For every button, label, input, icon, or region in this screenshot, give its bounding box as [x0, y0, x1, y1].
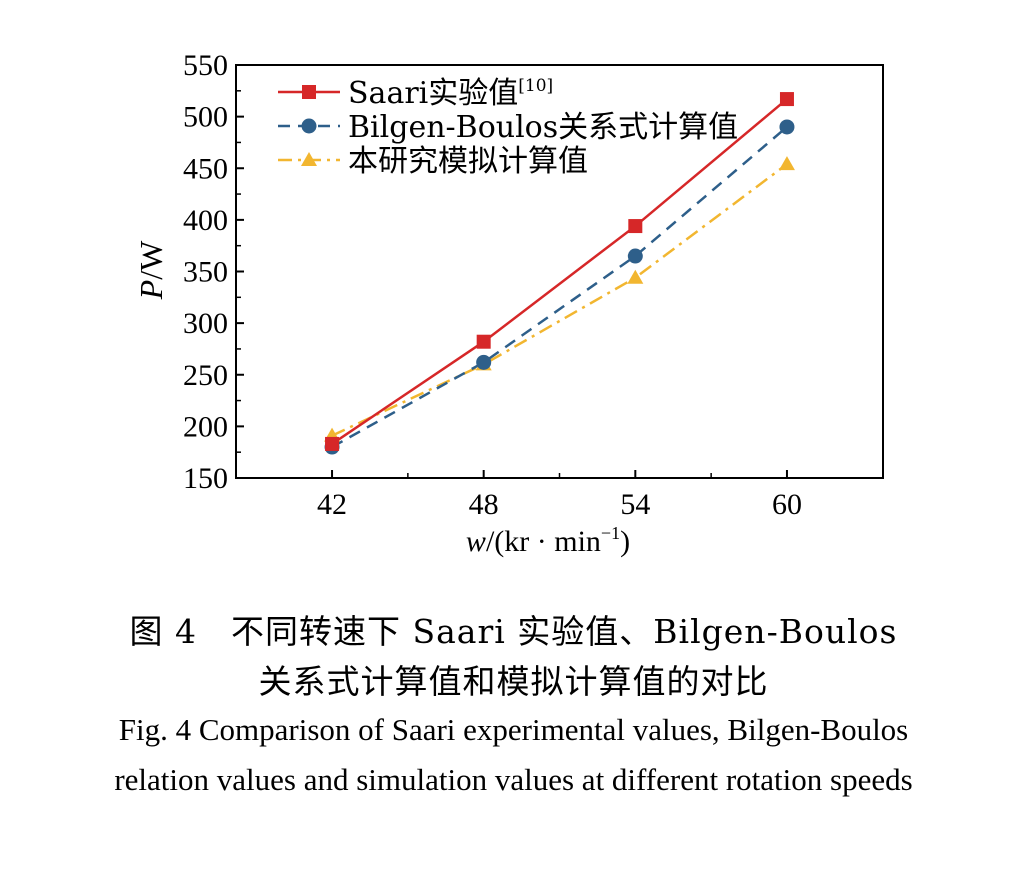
series-line	[331, 125, 788, 449]
series-line	[331, 98, 788, 445]
y-tick-label: 550	[183, 49, 228, 82]
y-tick-label: 250	[183, 359, 228, 392]
legend-marker	[302, 85, 316, 99]
y-axis-label: P/W	[133, 240, 169, 300]
data-point	[627, 269, 644, 284]
y-tick-label: 500	[183, 101, 228, 134]
legend-label: 本研究模拟计算值	[348, 144, 588, 179]
data-point	[779, 119, 795, 135]
data-point	[778, 156, 795, 171]
series-line	[331, 163, 788, 437]
caption-en-line-2: relation values and simulation values at…	[114, 762, 913, 797]
x-axis-label: w/(kr · min−1)	[466, 523, 630, 558]
series-lines	[331, 98, 788, 449]
caption-en-line-1: Fig. 4 Comparison of Saari experimental …	[118, 712, 909, 747]
y-tick-label: 450	[183, 152, 228, 185]
data-point	[476, 334, 491, 349]
data-point	[325, 436, 340, 451]
data-point	[779, 92, 794, 107]
caption-cn-line-2: 关系式计算值和模拟计算值的对比	[258, 662, 769, 701]
caption-cn-line-1: 图 4 不同转速下 Saari 实验值、Bilgen-Boulos	[129, 612, 898, 651]
x-tick-label: 48	[469, 488, 499, 521]
x-tick-label: 54	[620, 488, 650, 521]
x-tick-label: 42	[317, 488, 347, 521]
legend-marker	[301, 152, 317, 166]
data-point	[476, 354, 492, 370]
legend-label: Saari实验值[10]	[348, 76, 553, 111]
legend-label: Bilgen-Boulos关系式计算值	[348, 110, 738, 145]
y-tick-label: 200	[183, 410, 228, 443]
y-tick-label: 400	[183, 204, 228, 237]
y-tick-label: 150	[183, 462, 228, 495]
series-markers	[324, 92, 795, 455]
y-tick-label: 300	[183, 307, 228, 340]
line-chart: 150 200 250 300 350 400 450 500 550 42 48 54 60 Saar…	[133, 49, 884, 558]
y-tick-label: 350	[183, 256, 228, 289]
chart-axes: 150 200 250 300 350 400 450 500 550 42 48 54 60	[183, 49, 884, 521]
data-point	[628, 219, 643, 234]
legend-marker	[301, 118, 317, 134]
data-point	[627, 248, 643, 264]
x-tick-label: 60	[772, 488, 802, 521]
